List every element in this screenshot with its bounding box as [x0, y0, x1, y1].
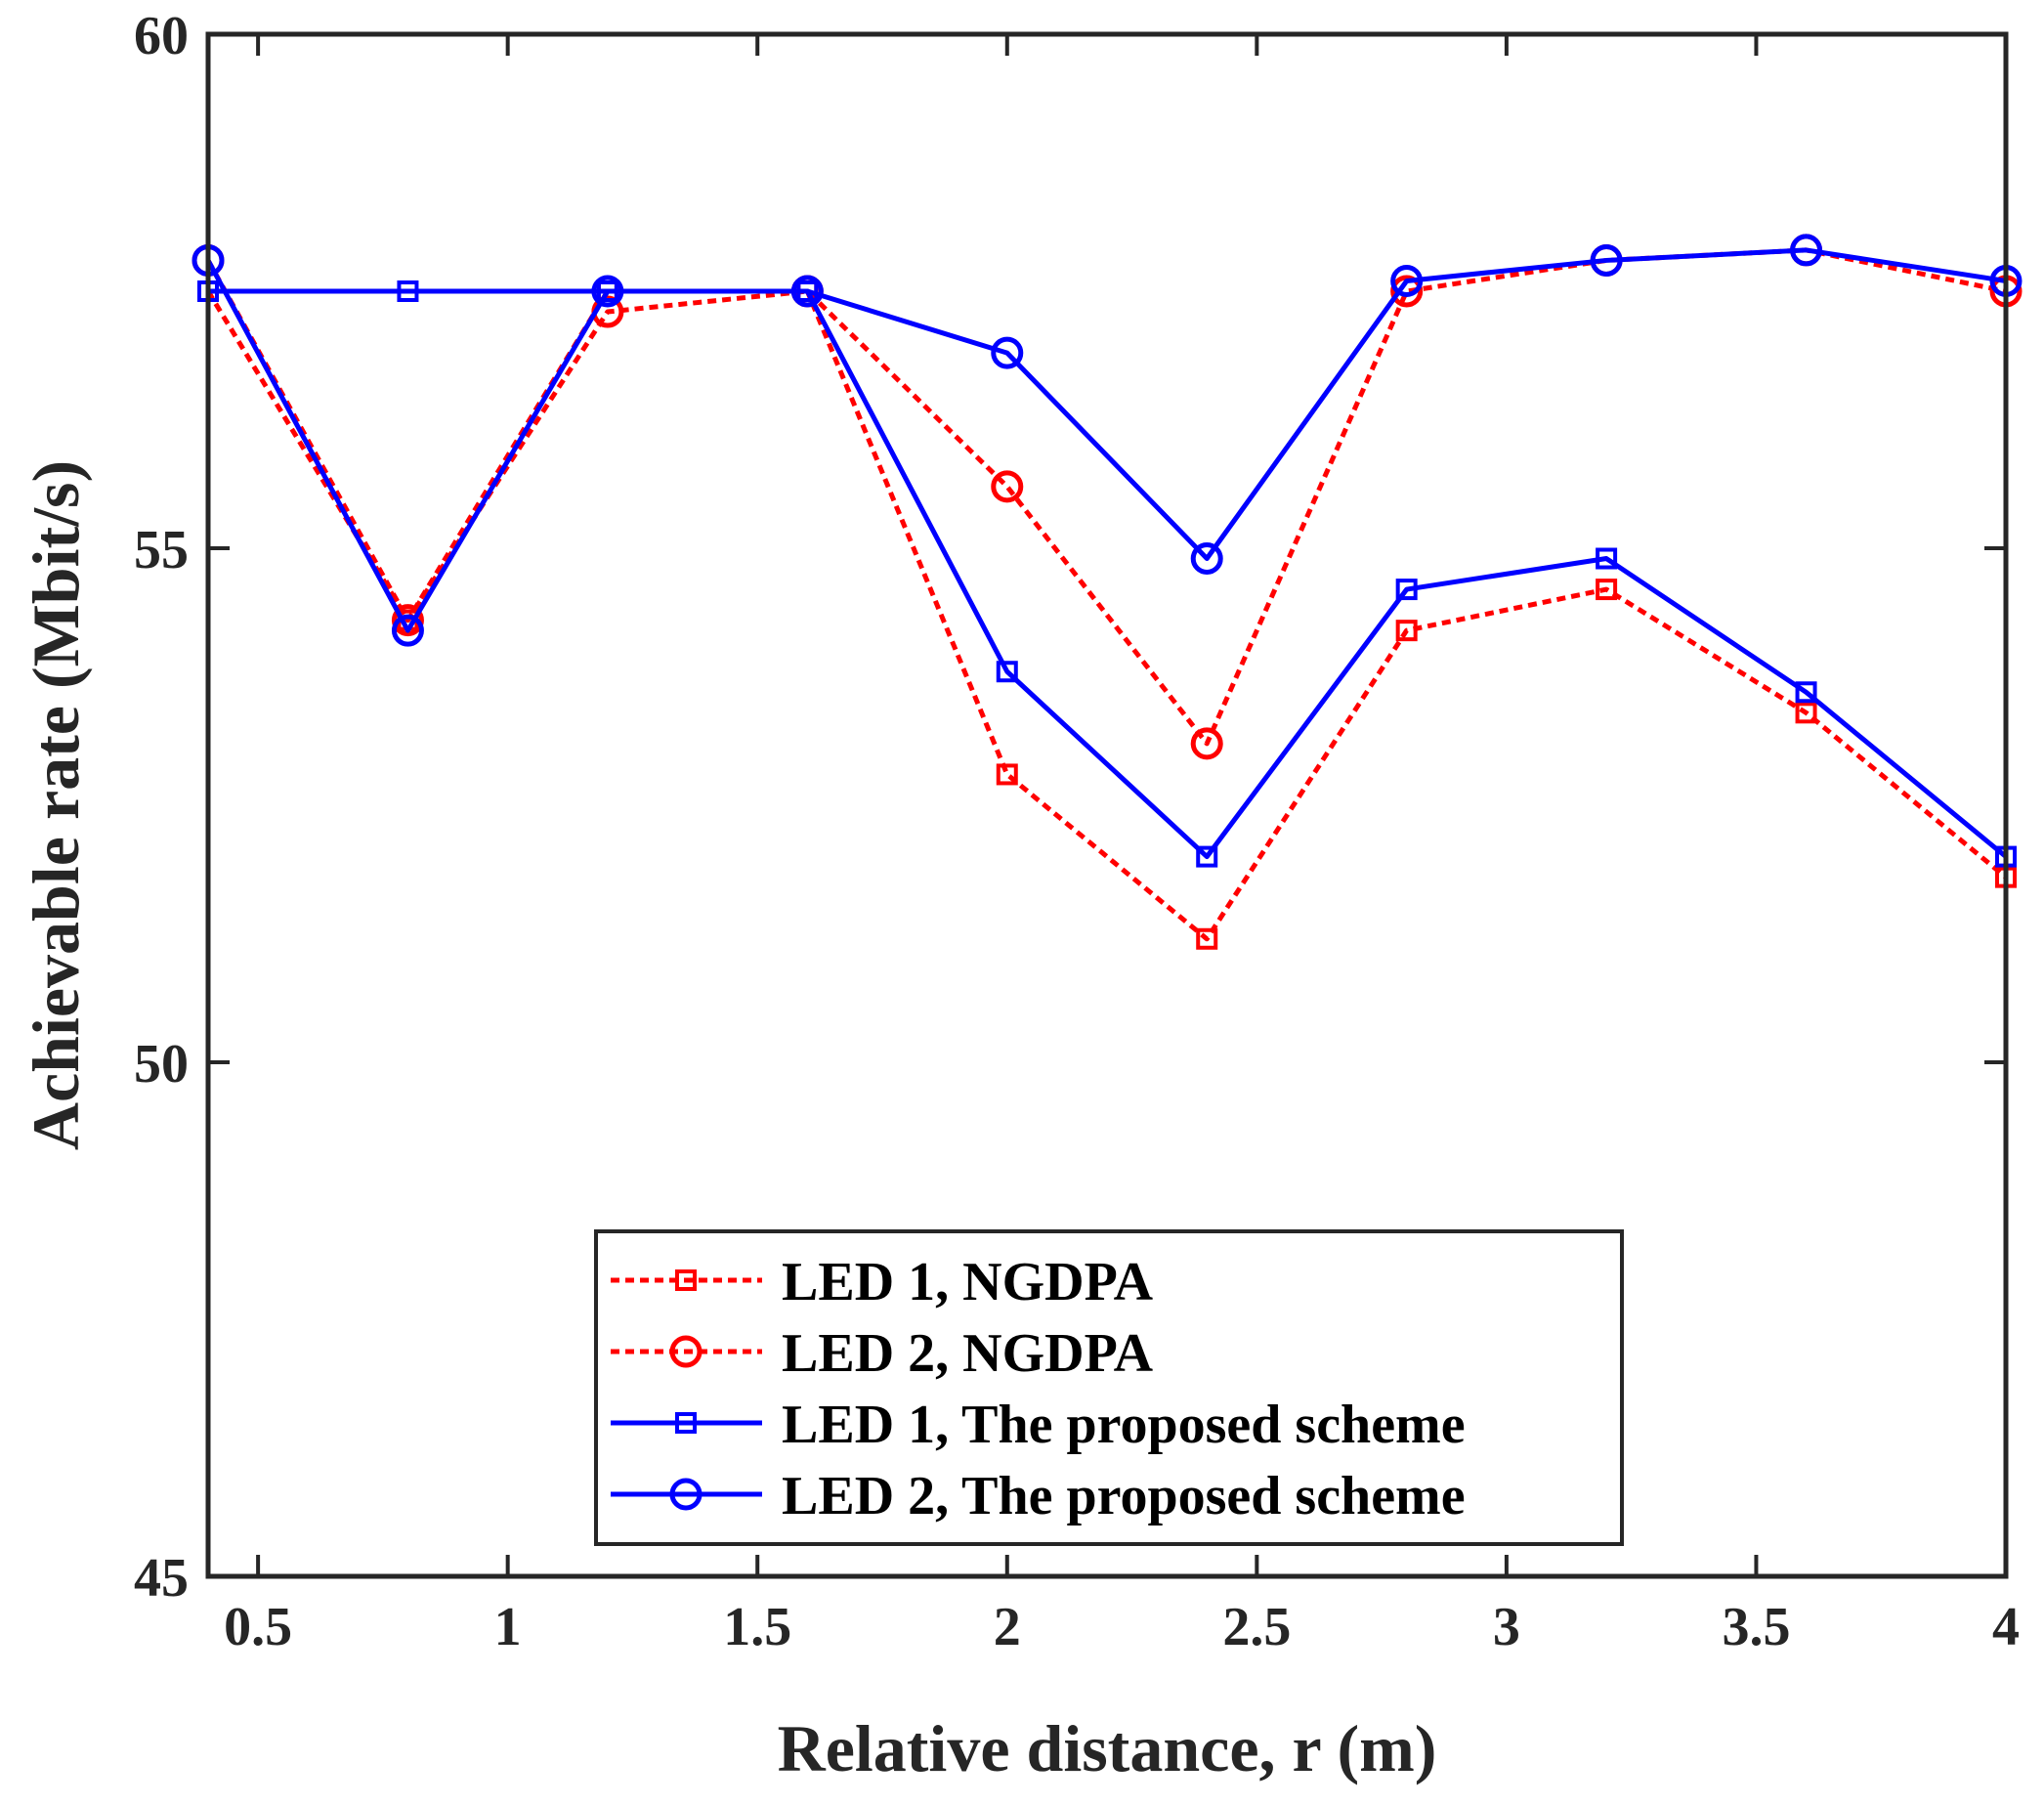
series-line — [208, 288, 2008, 860]
legend-label: LED 1, NGDPA — [782, 1252, 1154, 1312]
legend-item: LED 2, The proposed scheme — [611, 1466, 1466, 1526]
data-point — [1596, 579, 1618, 601]
x-axis-label: Relative distance, r (m) — [778, 1711, 1437, 1785]
series-line — [205, 247, 2007, 633]
legend-label: LED 2, NGDPA — [782, 1323, 1154, 1384]
x-tick-label: 4 — [1992, 1597, 2020, 1657]
y-axis-label: Achievable rate (Mbit/s) — [19, 460, 93, 1150]
x-tick-label: 3 — [1493, 1597, 1520, 1657]
data-point — [1395, 579, 1418, 601]
series-line — [205, 288, 2008, 942]
x-tick-label: 2.5 — [1222, 1597, 1291, 1657]
ticks-layer: 0.5 1 1.5 2 2.5 3 3.5 4 45 50 55 60 — [134, 6, 2020, 1657]
x-tick-label: 1.5 — [723, 1597, 791, 1657]
series-layer — [192, 234, 2023, 950]
legend-item: LED 2, NGDPA — [611, 1323, 1154, 1384]
y-tick-label: 60 — [134, 6, 189, 66]
x-tick-label: 1 — [494, 1597, 522, 1657]
legend: LED 1, NGDPA LED 2, NGDPA LED 1, The propo… — [594, 1229, 1624, 1546]
data-point — [1596, 547, 1618, 570]
legend-marker — [675, 1412, 697, 1434]
x-tick-label: 2 — [994, 1597, 1021, 1657]
data-point — [1190, 727, 1223, 760]
data-point — [1190, 542, 1223, 576]
data-point — [1795, 681, 1817, 704]
legend-item: LED 1, NGDPA — [611, 1252, 1154, 1312]
legend-marker — [669, 1478, 703, 1511]
data-point — [391, 604, 424, 637]
data-point — [996, 661, 1018, 683]
data-point — [1590, 243, 1623, 277]
data-point — [1390, 264, 1424, 297]
x-tick-label: 3.5 — [1722, 1597, 1790, 1657]
data-point — [1795, 702, 1817, 724]
legend-marker — [669, 1335, 703, 1368]
plot-frame — [205, 31, 2009, 1579]
y-tick-label: 55 — [134, 520, 189, 580]
legend-marker — [675, 1269, 697, 1291]
data-point — [790, 275, 824, 308]
x-tick-label: 0.5 — [224, 1597, 292, 1657]
data-point — [991, 336, 1024, 369]
data-point — [1196, 845, 1218, 868]
data-point — [996, 763, 1018, 786]
data-point — [391, 614, 424, 647]
data-point — [991, 470, 1024, 503]
legend-label: LED 1, The proposed scheme — [782, 1395, 1466, 1455]
data-point — [1390, 275, 1424, 308]
y-tick-label: 45 — [134, 1548, 189, 1609]
legend-box — [594, 1229, 1624, 1546]
data-point — [1790, 234, 1823, 267]
data-point — [397, 280, 419, 302]
y-tick-label: 50 — [134, 1034, 189, 1095]
data-point — [591, 275, 624, 308]
legend-item: LED 1, The proposed scheme — [611, 1395, 1466, 1455]
data-point — [1395, 620, 1418, 642]
data-point — [1196, 927, 1218, 950]
legend-label: LED 2, The proposed scheme — [782, 1466, 1466, 1526]
